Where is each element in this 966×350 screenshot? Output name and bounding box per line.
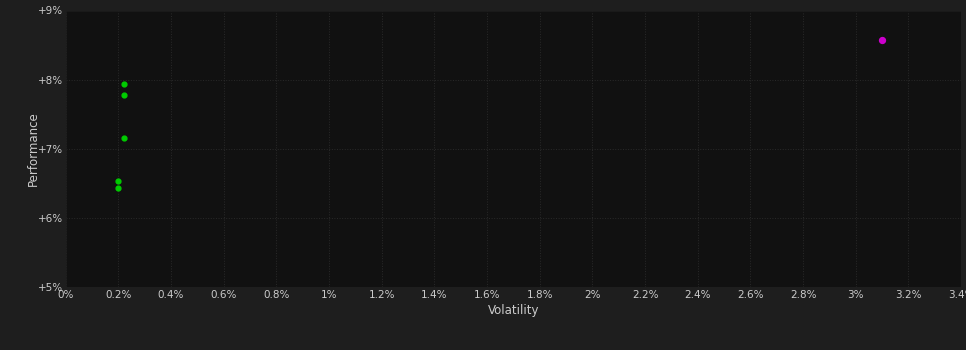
Point — [116, 82, 131, 87]
Y-axis label: Performance: Performance — [27, 111, 41, 186]
Point — [116, 135, 131, 141]
X-axis label: Volatility: Volatility — [488, 304, 539, 317]
Point — [111, 186, 127, 191]
Point — [111, 178, 127, 184]
Point — [874, 37, 890, 42]
Point — [116, 92, 131, 98]
